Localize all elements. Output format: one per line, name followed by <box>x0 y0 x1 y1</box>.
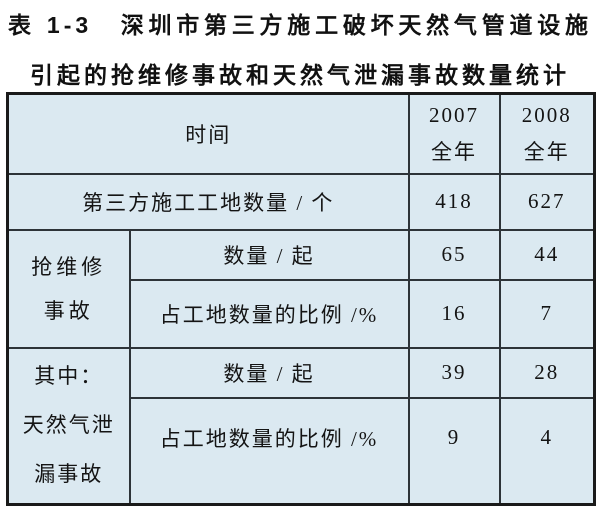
leak-count-row: 其中： 天然气泄 漏事故 数量 / 起 39 28 <box>6 346 596 506</box>
repair-ratio-row: 占工地数量的比例 /% 16 7 <box>8 278 596 349</box>
repair-ratio-label-cell: 占工地数量的比例 /% <box>128 278 410 349</box>
leak-count-label-cell: 数量 / 起 <box>128 346 410 399</box>
leak-ratio-label-cell: 占工地数量的比例 /% <box>128 396 410 506</box>
leak-group-label-line3: 漏事故 <box>34 462 104 487</box>
time-header-cell: 时间 <box>6 92 410 175</box>
repair-count-2007-value: 65 <box>407 228 501 281</box>
leak-ratio-2008-value: 4 <box>498 396 596 506</box>
leak-group-label-cell: 其中： 天然气泄 漏事故 <box>6 346 131 506</box>
year-2007-label: 2007 <box>429 102 479 127</box>
year-2007-period: 全年 <box>431 139 477 164</box>
repair-count-label-cell: 数量 / 起 <box>128 228 410 281</box>
sites-label-cell: 第三方施工工地数量 / 个 <box>6 172 410 231</box>
year-2008-period: 全年 <box>523 139 570 164</box>
table-caption: 表 1-3 深圳市第三方施工破坏天然气管道设施 引起的抢维修事故和天然气泄漏事故… <box>8 6 592 90</box>
leak-group-label-line2: 天然气泄 <box>22 413 115 438</box>
repair-group-label-line2: 事故 <box>43 298 94 323</box>
repair-ratio-2008-value: 7 <box>498 278 596 349</box>
leak-count-2007-value: 39 <box>407 346 501 399</box>
year-2008-header-cell: 2008 全年 <box>498 92 596 175</box>
header-row: 时间 2007 全年 2008 全年 <box>6 92 596 175</box>
table-caption-line1: 表 1-3 深圳市第三方施工破坏天然气管道设施 <box>8 12 592 38</box>
repair-count-2008-value: 44 <box>498 228 596 281</box>
repair-group-label-cell: 抢维修 事故 <box>6 228 131 349</box>
year-2007-header-cell: 2007 全年 <box>407 92 501 175</box>
sites-2008-value: 627 <box>498 172 596 231</box>
statistics-table: 时间 2007 全年 2008 全年 第三方施工工地数量 / 个 418 627… <box>6 92 596 506</box>
repair-group-label-line1: 抢维修 <box>31 254 107 279</box>
leak-ratio-2007-value: 9 <box>407 396 501 506</box>
leak-count-2008-value: 28 <box>498 346 596 399</box>
year-2008-label: 2008 <box>521 102 572 127</box>
sites-row: 第三方施工工地数量 / 个 418 627 <box>6 172 596 231</box>
leak-group-label-line1: 其中： <box>34 364 104 389</box>
leak-ratio-row: 占工地数量的比例 /% 9 4 <box>8 396 596 506</box>
sites-2007-value: 418 <box>407 172 501 231</box>
table-caption-line2: 引起的抢维修事故和天然气泄漏事故数量统计 <box>30 62 570 88</box>
repair-count-row: 抢维修 事故 数量 / 起 65 44 <box>6 228 596 349</box>
repair-ratio-2007-value: 16 <box>407 278 501 349</box>
